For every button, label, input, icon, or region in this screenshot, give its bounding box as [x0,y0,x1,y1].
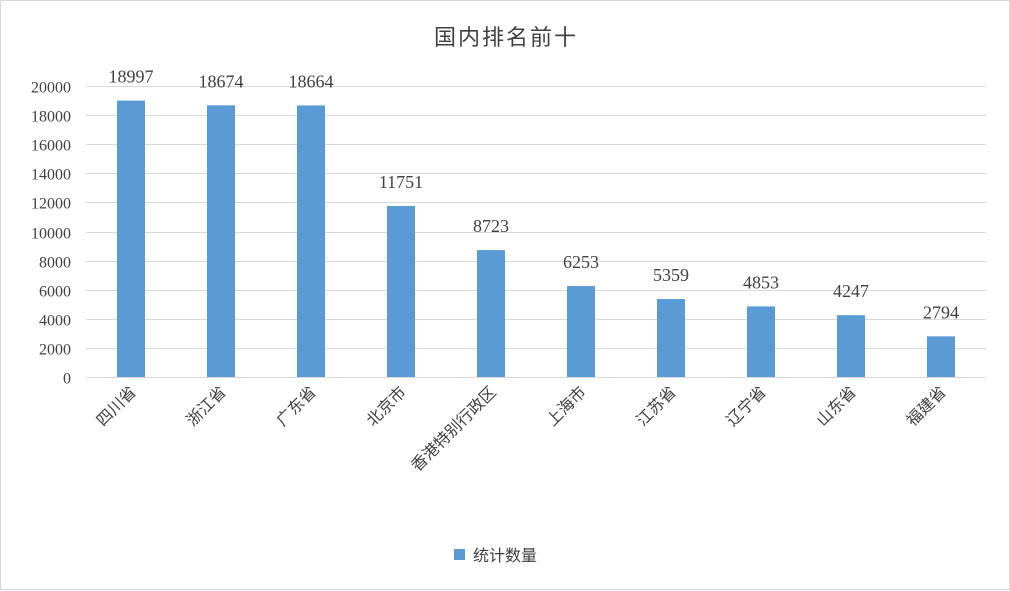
data-labels: 18997 18674 18664 11751 8723 6253 5359 4853 4247… [109,67,960,323]
bar [567,286,595,377]
category-label: 香港特别行政区 [407,382,500,475]
category-label: 北京市 [362,382,409,429]
category-label: 上海市 [542,382,589,429]
chart-title: 国内排名前十 [434,26,578,51]
y-tick-label: 18000 [31,109,71,126]
data-label: 6253 [563,252,599,272]
bars [117,100,955,378]
data-label: 4247 [833,281,869,301]
category-label: 福建省 [902,382,949,429]
y-tick-label: 10000 [31,226,71,243]
legend: 统计数量 [454,546,537,565]
data-label: 18664 [289,71,334,91]
bar [207,105,235,377]
y-tick-label: 6000 [39,284,71,301]
data-label: 8723 [473,216,509,236]
y-tick-label: 4000 [39,313,71,330]
category-label: 广东省 [272,382,319,429]
y-tick-label: 0 [63,371,71,388]
data-label: 4853 [743,272,779,292]
data-label: 5359 [653,265,689,285]
legend-swatch [454,549,465,560]
category-label: 江苏省 [632,382,679,429]
bar [657,299,685,377]
category-label: 四川省 [92,382,139,429]
category-label: 辽宁省 [722,382,769,429]
y-axis-ticks: 0 2000 4000 6000 8000 10000 12000 14000 16000 180… [31,80,71,388]
y-tick-label: 12000 [31,196,71,213]
data-label: 18997 [109,67,154,87]
y-tick-label: 14000 [31,167,71,184]
legend-label: 统计数量 [473,546,537,565]
category-label: 浙江省 [182,382,229,429]
bar [477,250,505,377]
bar [747,306,775,377]
bar [927,336,955,377]
y-tick-label: 16000 [31,138,71,155]
data-label: 11751 [379,172,423,192]
bar [387,206,415,377]
bar [297,105,325,378]
data-label: 2794 [923,302,959,322]
bar [117,100,145,377]
gridlines [86,86,986,378]
y-tick-label: 20000 [31,80,71,97]
bar [837,315,865,377]
y-tick-label: 2000 [39,342,71,359]
data-label: 18674 [199,71,244,91]
y-tick-label: 8000 [39,255,71,272]
category-label: 山东省 [812,382,859,429]
